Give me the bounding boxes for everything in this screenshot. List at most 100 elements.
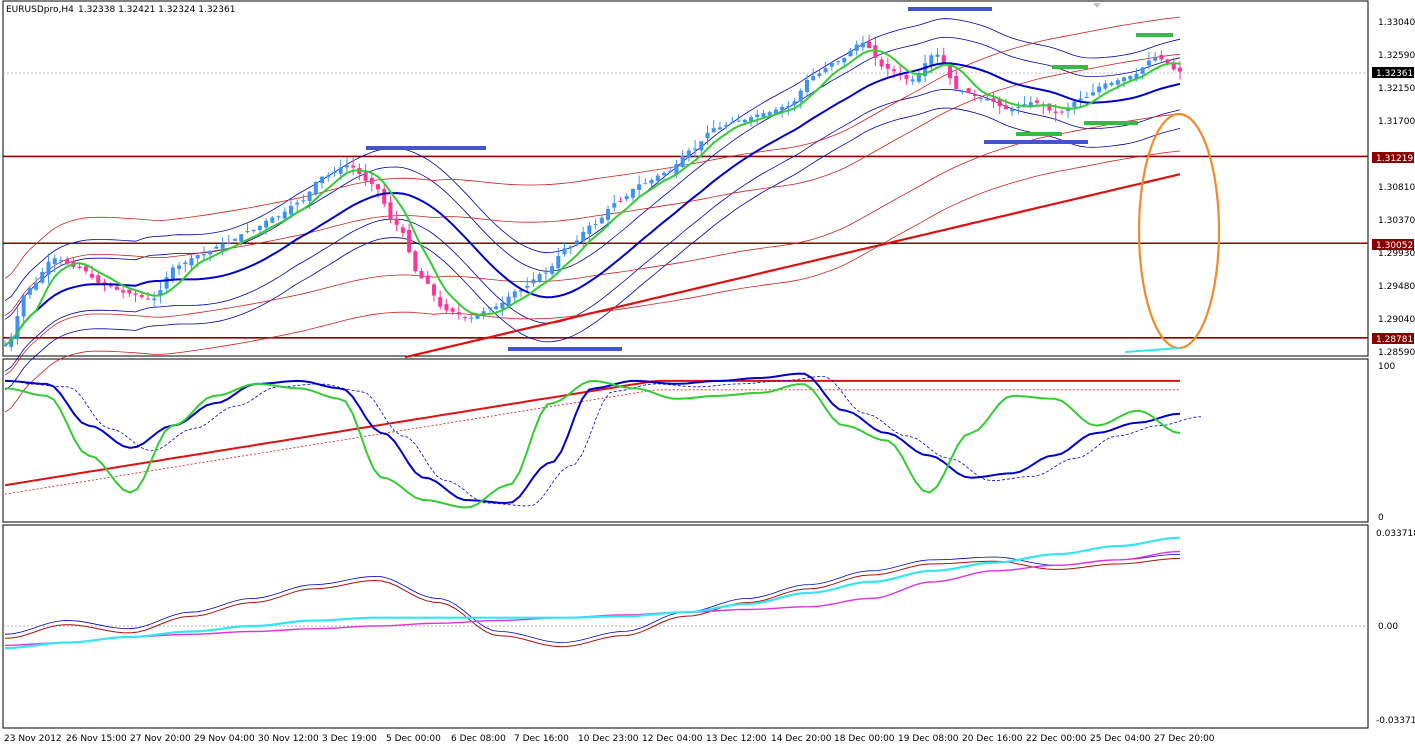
candle-body <box>649 179 654 184</box>
time-tick: 13 Dec 12:00 <box>706 734 767 744</box>
candle-body <box>369 177 374 184</box>
macd-series-layer <box>3 536 1368 650</box>
candle-body <box>1178 67 1182 72</box>
candle-body <box>407 229 412 253</box>
candle-body <box>239 234 244 242</box>
candle-body <box>612 203 617 208</box>
cyan-trend-segment <box>1124 347 1181 353</box>
candle-body <box>593 223 598 225</box>
candle-body <box>804 80 809 93</box>
stoch-signal-dashed-line <box>25 376 1201 507</box>
candle-body <box>338 167 343 174</box>
candle-body <box>767 112 772 116</box>
green-ma-line <box>4 49 1181 347</box>
band-lower-line <box>4 107 1181 391</box>
candle-body <box>121 290 126 293</box>
candle-body <box>114 286 119 290</box>
level-label: 1.28781 <box>1376 335 1413 345</box>
candle-body <box>798 90 803 102</box>
candle-body <box>226 242 231 244</box>
candle-body <box>1165 59 1170 65</box>
candle-body <box>301 200 306 202</box>
price-tick: 1.33040 <box>1378 18 1415 28</box>
time-tick: 27 Dec 20:00 <box>1154 734 1215 744</box>
time-tick: 6 Dec 08:00 <box>451 734 506 744</box>
shift-marker-icon[interactable] <box>1093 3 1101 8</box>
candle-body <box>537 274 542 282</box>
candle-body <box>556 255 561 269</box>
candle-body <box>916 73 921 82</box>
current-price-label: 1.32361 <box>1376 69 1413 79</box>
candle-body <box>133 293 138 295</box>
time-tick: 5 Dec 00:00 <box>386 734 441 744</box>
candle-body <box>1072 101 1077 108</box>
macd-darkred-line <box>4 557 1181 648</box>
time-tick: 3 Dec 19:00 <box>322 734 377 744</box>
candle-body <box>829 62 834 67</box>
price-tick: 1.29480 <box>1378 282 1415 292</box>
candle-body <box>400 227 405 233</box>
candle-body <box>742 119 747 123</box>
candle-body <box>630 188 635 198</box>
time-tick: 22 Dec 00:00 <box>1026 734 1087 744</box>
candle-body <box>1016 106 1021 108</box>
candle-body <box>1159 55 1164 60</box>
candle-body <box>892 69 897 72</box>
candle-body <box>904 74 909 79</box>
candle-body <box>1115 80 1120 85</box>
stoch-tick: 0 <box>1378 513 1384 523</box>
candle-body <box>811 76 816 81</box>
candle-body <box>699 141 704 151</box>
candle-body <box>562 248 567 255</box>
candle-body <box>295 202 300 205</box>
stoch-red-line <box>4 379 1180 487</box>
band-lower-line <box>4 88 1181 372</box>
candle-body <box>792 101 797 105</box>
candle-body <box>786 105 791 108</box>
candle-body <box>34 282 39 290</box>
level-label: 1.30052 <box>1376 241 1413 251</box>
candle-body <box>145 298 150 300</box>
price-tick: 1.32590 <box>1378 51 1415 61</box>
candle-body <box>960 91 965 93</box>
candle-body <box>941 55 946 64</box>
candle-body <box>450 308 455 312</box>
time-tick: 25 Dec 04:00 <box>1090 734 1151 744</box>
candle-body <box>686 150 691 158</box>
band-lower-line <box>4 113 1181 376</box>
candle-body <box>77 266 82 269</box>
candle-body <box>270 217 275 223</box>
candle-body <box>351 165 356 168</box>
price-tick: 1.29040 <box>1378 315 1415 325</box>
candle-body <box>966 88 971 94</box>
candle-body <box>394 218 399 225</box>
candle-body <box>257 225 262 231</box>
candle-body <box>736 120 741 122</box>
candle-body <box>1134 73 1139 79</box>
candle-body <box>233 239 238 241</box>
candle-body <box>363 172 368 181</box>
candle-body <box>1103 83 1108 89</box>
candle-body <box>929 55 934 65</box>
candle-body <box>1171 63 1176 70</box>
time-tick: 14 Dec 20:00 <box>771 734 832 744</box>
candle-body <box>674 164 679 175</box>
candle-body <box>531 279 536 284</box>
long-ma-line <box>404 173 1181 359</box>
candle-body <box>164 277 169 289</box>
candle-body <box>574 240 579 244</box>
macd-tick: 0.033718 <box>1376 529 1415 539</box>
candle-body <box>1010 109 1015 112</box>
candle-body <box>326 175 331 177</box>
level-label: 1.31219 <box>1376 154 1413 164</box>
candle-body <box>1153 57 1158 61</box>
candle-body <box>910 79 915 82</box>
candle-body <box>599 217 604 224</box>
stoch-tick: 100 <box>1378 362 1395 372</box>
candle-body <box>376 184 381 190</box>
candle-body <box>208 251 213 255</box>
candle-body <box>456 312 461 315</box>
candle-body <box>618 200 623 202</box>
time-tick: 30 Nov 12:00 <box>258 734 319 744</box>
